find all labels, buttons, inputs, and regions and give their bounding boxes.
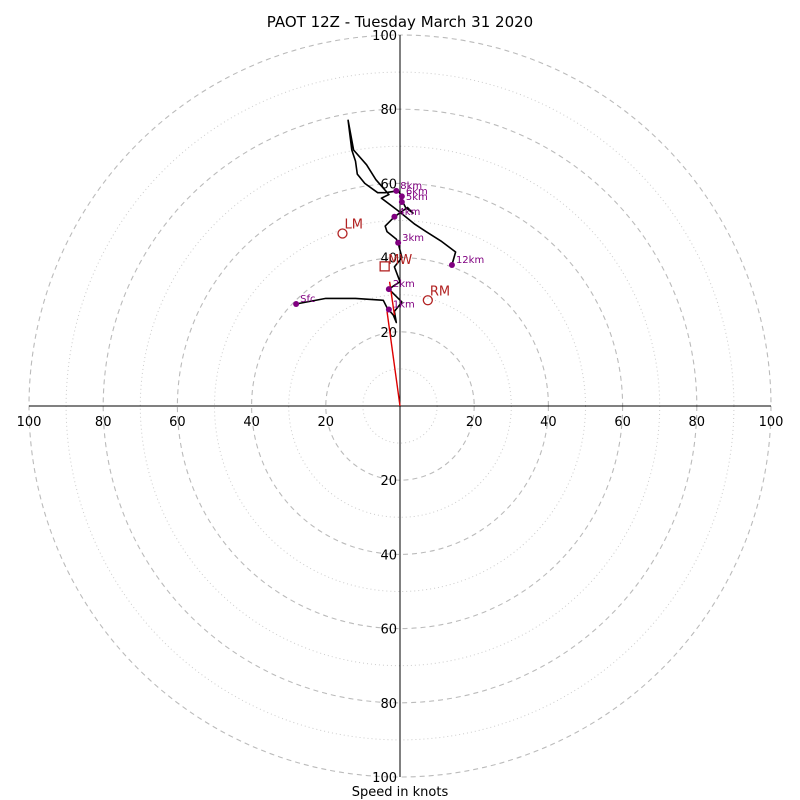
x-tick-label: 20 bbox=[466, 415, 483, 430]
x-tick-label: 100 bbox=[759, 415, 784, 430]
y-tick-label: 40 bbox=[380, 252, 397, 267]
height-marker bbox=[398, 198, 405, 205]
y-tick-label: 80 bbox=[380, 103, 397, 118]
y-tick-label: 20 bbox=[380, 326, 397, 341]
height-marker-label: 1km bbox=[393, 300, 415, 311]
x-tick-label: 40 bbox=[540, 415, 557, 430]
y-tick-label: 80 bbox=[380, 697, 397, 712]
tick-labels: 100 80 60 40 20 20 40 60 80 100204060801002040608… bbox=[17, 29, 784, 786]
x-tick-label: 20 bbox=[318, 415, 335, 430]
height-marker bbox=[448, 262, 455, 269]
x-axis-label: Speed in knots bbox=[352, 785, 449, 800]
y-tick-label: 60 bbox=[380, 623, 397, 638]
storm-motion-rm-label: RM bbox=[430, 284, 450, 299]
height-marker-label: 12km bbox=[456, 255, 484, 266]
height-marker-label: Sfc bbox=[300, 294, 315, 305]
height-marker bbox=[395, 239, 402, 246]
y-tick-label: 100 bbox=[372, 771, 397, 786]
height-marker bbox=[385, 306, 392, 313]
height-marker-label: 5km bbox=[406, 192, 428, 203]
height-marker bbox=[391, 213, 398, 220]
storm-motion-mw-label: MW bbox=[388, 253, 412, 268]
height-marker bbox=[398, 193, 405, 200]
chart-title: PAOT 12Z - Tuesday March 31 2020 bbox=[267, 13, 533, 31]
shear-vector-line bbox=[386, 311, 401, 407]
x-tick-label: 80 bbox=[689, 415, 706, 430]
storm-motion-lm-label: LM bbox=[344, 217, 362, 232]
x-tick-label: 60 bbox=[614, 415, 631, 430]
height-marker-label: 4km bbox=[398, 207, 420, 218]
storm-motions: LM RM MW bbox=[337, 217, 450, 407]
height-marker-label: 3km bbox=[402, 233, 424, 244]
storm-motion-lm-marker bbox=[337, 228, 348, 239]
storm-motion-mw-marker bbox=[379, 261, 390, 272]
storm-motion-rm-marker bbox=[422, 295, 433, 306]
height-marker bbox=[393, 187, 400, 194]
x-tick-label: 60 bbox=[169, 415, 186, 430]
height-marker-label: 2km bbox=[393, 279, 415, 290]
y-tick-label: 40 bbox=[380, 548, 397, 563]
x-tick-label: 100 bbox=[17, 415, 42, 430]
height-marker bbox=[385, 286, 392, 293]
x-tick-label: 40 bbox=[243, 415, 260, 430]
height-marker bbox=[293, 300, 300, 307]
x-tick-label: 80 bbox=[95, 415, 112, 430]
height-marker-label: 6km bbox=[406, 186, 428, 197]
y-tick-label: 100 bbox=[372, 29, 397, 44]
height-marker-label: 8km bbox=[400, 181, 422, 192]
y-tick-label: 20 bbox=[380, 474, 397, 489]
